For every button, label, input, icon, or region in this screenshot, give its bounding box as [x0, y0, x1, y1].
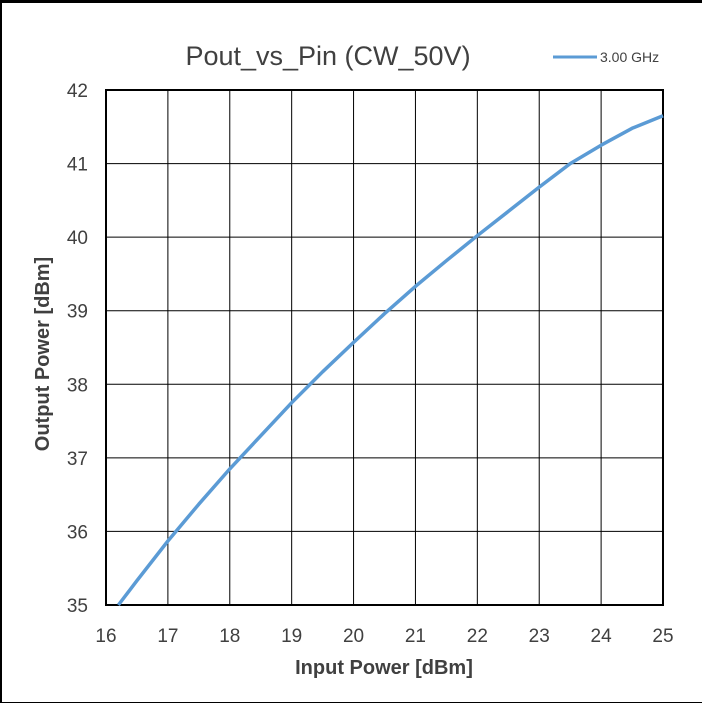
- y-tick-label: 36: [67, 522, 88, 543]
- grid: [105, 89, 664, 606]
- x-tick-labels: 16 17 18 19 20 21 22 23 24 25: [95, 626, 673, 647]
- x-tick-label: 16: [95, 626, 116, 647]
- legend: 3.00 GHz: [553, 49, 659, 65]
- y-tick-label: 37: [67, 449, 88, 470]
- x-tick-label: 21: [405, 626, 426, 647]
- y-axis-label: Output Power [dBm]: [32, 257, 54, 451]
- x-tick-label: 22: [467, 626, 488, 647]
- y-tick-label: 35: [67, 596, 88, 617]
- x-tick-label: 18: [219, 626, 240, 647]
- x-tick-label: 17: [157, 626, 178, 647]
- chart-title: Pout_vs_Pin (CW_50V): [185, 41, 470, 71]
- y-tick-label: 39: [67, 302, 88, 323]
- x-tick-label: 23: [529, 626, 550, 647]
- y-tick-labels: 35 36 37 38 39 40 41 42: [67, 81, 88, 617]
- y-tick-label: 41: [67, 155, 88, 176]
- plot-border: [105, 89, 664, 606]
- x-tick-label: 19: [281, 626, 302, 647]
- y-tick-label: 38: [67, 375, 88, 396]
- legend-label-3ghz: 3.00 GHz: [600, 49, 659, 65]
- series-line-3ghz: [117, 114, 664, 607]
- x-tick-label: 25: [652, 626, 673, 647]
- x-tick-label: 20: [343, 626, 364, 647]
- x-axis-label: Input Power [dBm]: [295, 657, 473, 679]
- y-tick-label: 40: [67, 228, 88, 249]
- y-tick-label: 42: [67, 81, 88, 102]
- x-tick-label: 24: [591, 626, 613, 647]
- plot-area: [117, 114, 664, 607]
